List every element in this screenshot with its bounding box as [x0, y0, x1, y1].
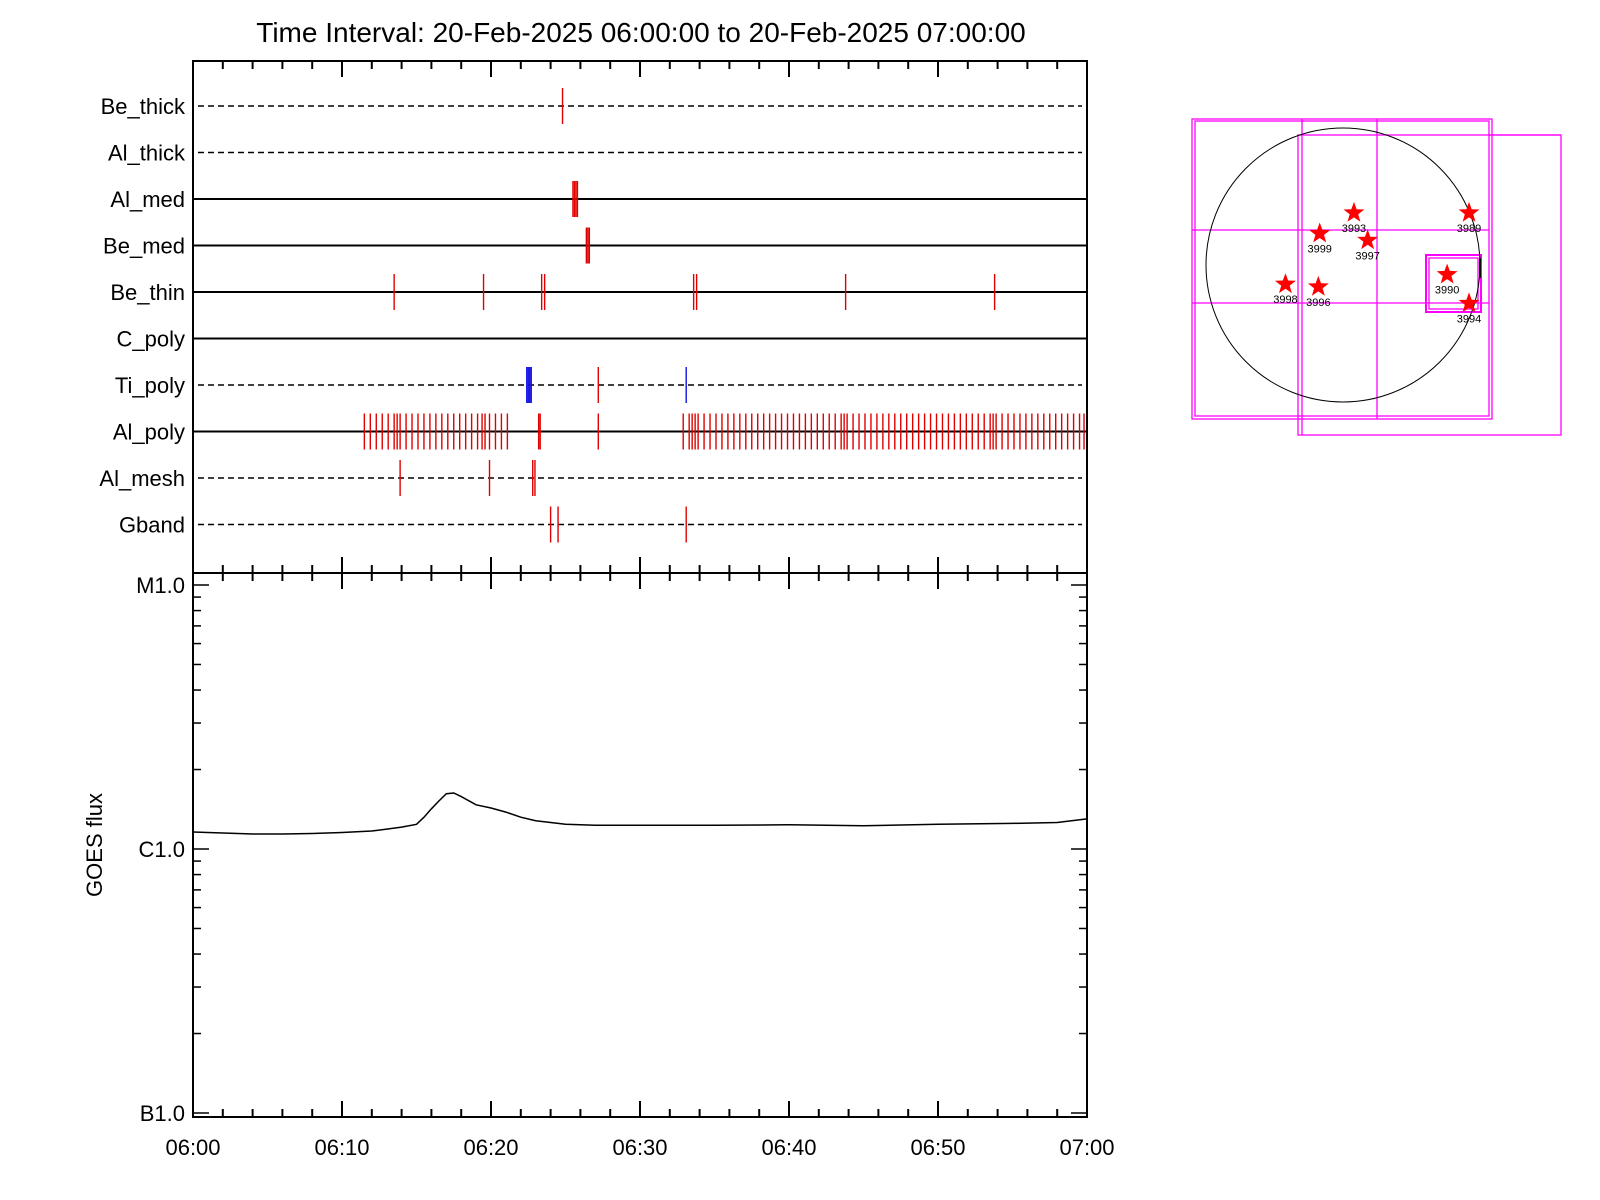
fov-box-small: [1428, 257, 1479, 310]
channel-label: Be_thick: [101, 94, 186, 119]
active-region-star: [1458, 292, 1480, 313]
channel-rows: Be_thick Al_thick Al_med Be_med Be_thin C_pol…: [99, 94, 1087, 538]
fov-box-small: [1425, 254, 1482, 313]
goes-frame: [192, 572, 1088, 1118]
solar-disk-map: 3993 3989 3999 3997 3990 3998 3996 3994: [1191, 118, 1562, 436]
active-region-label: 3993: [1342, 223, 1366, 235]
x-tick-label: 06:00: [165, 1135, 220, 1160]
channel-label: Be_med: [103, 234, 185, 259]
active-region-label: 3989: [1457, 223, 1481, 235]
goes-ylabel: GOES flux: [82, 793, 107, 897]
solar-disk: [1205, 127, 1481, 403]
active-region-label: 3990: [1435, 285, 1459, 297]
fov-box: [1191, 118, 1493, 420]
active-region-star: [1309, 222, 1331, 243]
x-tick-label: 06:10: [314, 1135, 369, 1160]
channel-label: Al_thick: [108, 141, 186, 166]
active-region-label: 3994: [1457, 313, 1481, 325]
fov-box: [1297, 134, 1562, 436]
active-region-star: [1436, 263, 1458, 284]
goes-flux-panel: M1.0 C1.0 B1.0 06:00 06:10 06:20 06:30 06:40 06:…: [82, 572, 1115, 1160]
channel-label: Be_thin: [110, 280, 185, 305]
active-region-label: 3997: [1355, 250, 1379, 262]
active-region-label: 3999: [1307, 243, 1331, 255]
exposure-marks: [363, 88, 1085, 543]
channel-label: Al_med: [110, 187, 185, 212]
active-region-star: [1343, 201, 1365, 222]
channel-label: Al_mesh: [99, 466, 185, 491]
y-tick-label: C1.0: [139, 837, 185, 862]
active-region-star: [1458, 201, 1480, 222]
x-tick-label: 06:20: [463, 1135, 518, 1160]
y-tick-label: B1.0: [140, 1101, 185, 1126]
active-region-label: 3998: [1273, 294, 1297, 306]
active-region-label: 3996: [1306, 297, 1330, 309]
goes-tick-labels: M1.0 C1.0 B1.0 06:00 06:10 06:20 06:30 06:40 06:…: [136, 573, 1114, 1160]
active-region-star: [1357, 229, 1379, 250]
timeline-frame: [192, 60, 1088, 574]
y-tick-label: M1.0: [136, 573, 185, 598]
goes-ticks: [192, 573, 1088, 1117]
channel-label: Al_poly: [113, 420, 185, 445]
exposure-timeline-panel: Be_thick Al_thick Al_med Be_med Be_thin C_pol…: [99, 60, 1088, 574]
channel-label: C_poly: [117, 327, 185, 352]
active-regions: 3993 3989 3999 3997 3990 3998 3996 3994: [1273, 201, 1481, 325]
x-tick-label: 06:40: [761, 1135, 816, 1160]
fov-box: [1194, 120, 1490, 417]
field-of-view-boxes: [1191, 118, 1562, 436]
active-region-star: [1275, 273, 1296, 294]
goes-flux-line: [192, 792, 1088, 835]
active-region-star: [1307, 275, 1329, 296]
timeline-ticks: [192, 61, 1088, 573]
x-tick-label: 06:30: [612, 1135, 667, 1160]
x-tick-label: 07:00: [1059, 1135, 1114, 1160]
chart-title: Time Interval: 20-Feb-2025 06:00:00 to 2…: [256, 17, 1025, 48]
channel-label: Gband: [119, 513, 185, 538]
channel-label: Ti_poly: [115, 373, 185, 398]
x-tick-label: 06:50: [910, 1135, 965, 1160]
